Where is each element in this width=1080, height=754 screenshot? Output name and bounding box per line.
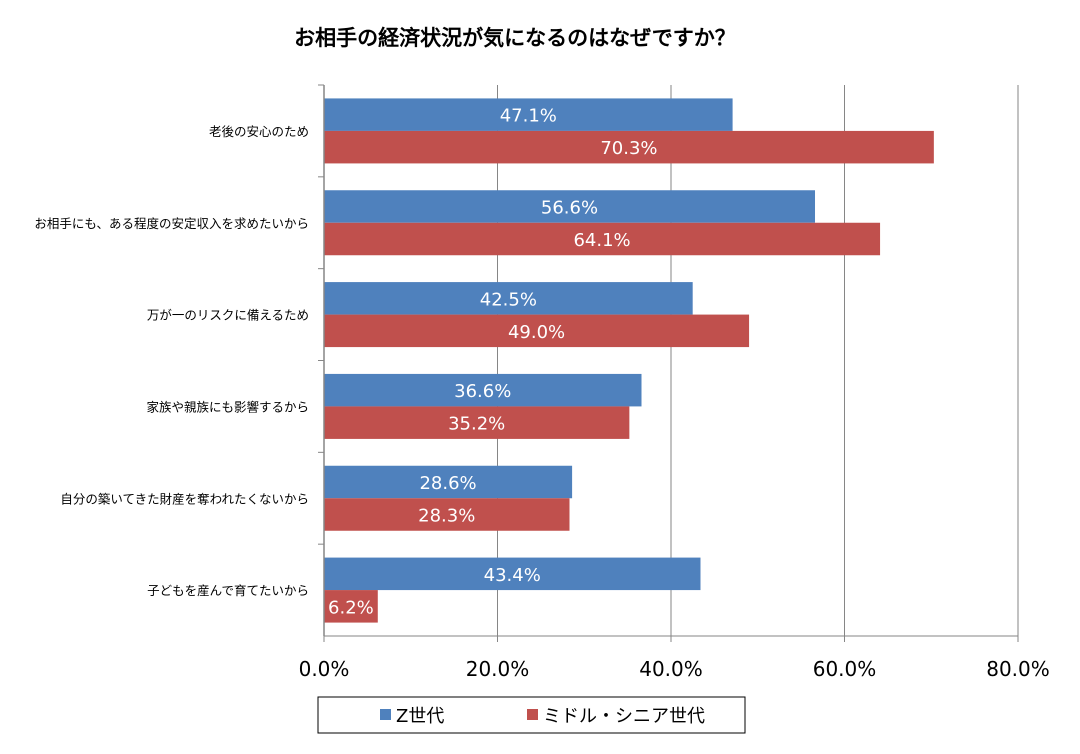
- data-label: 70.3%: [600, 138, 657, 159]
- data-label: 56.6%: [541, 198, 598, 219]
- x-tick-label: 0.0%: [299, 657, 350, 681]
- x-tick-label: 60.0%: [813, 657, 877, 681]
- bar-z-gen: [324, 465, 573, 499]
- bar-z-gen: [324, 373, 642, 407]
- bar-z-gen: [324, 282, 693, 315]
- data-label: 47.1%: [500, 106, 557, 127]
- legend-label: Z世代: [396, 706, 444, 727]
- category-label: 自分の築いてきた財産を奪われたくないから: [60, 491, 309, 506]
- category-label: 子どもを産んで育てたいから: [147, 583, 309, 598]
- bar-middle-senior: [324, 130, 934, 164]
- legend-swatch: [527, 709, 538, 720]
- x-tick-label: 80.0%: [986, 657, 1050, 681]
- bar-z-gen: [324, 557, 701, 591]
- category-label: 家族や親族にも影響するから: [146, 399, 309, 414]
- x-tick-label: 20.0%: [466, 657, 530, 681]
- data-label: 43.4%: [484, 565, 541, 586]
- bar-z-gen: [324, 190, 816, 223]
- data-label: 28.6%: [419, 473, 476, 494]
- bar-middle-senior: [324, 498, 570, 531]
- bar-middle-senior: [324, 590, 378, 623]
- bar-middle-senior: [324, 314, 750, 348]
- category-label: 老後の安心のため: [209, 124, 309, 139]
- data-label: 42.5%: [480, 289, 537, 310]
- data-label: 36.6%: [454, 381, 511, 402]
- data-label: 64.1%: [573, 230, 630, 251]
- data-label: 35.2%: [448, 414, 505, 435]
- category-label: お相手にも、ある程度の安定収入を求めたいから: [34, 216, 309, 231]
- data-label: 49.0%: [508, 322, 565, 343]
- legend-swatch: [380, 709, 391, 720]
- bar-middle-senior: [324, 222, 881, 256]
- data-label: 28.3%: [418, 506, 475, 527]
- x-tick-label: 40.0%: [639, 657, 703, 681]
- chart-title: お相手の経済状況が気になるのはなぜですか？: [294, 26, 736, 50]
- data-label: 6.2%: [328, 597, 374, 618]
- bar-middle-senior: [324, 406, 630, 439]
- bar-z-gen: [324, 98, 733, 131]
- legend-label: ミドル・シニア世代: [543, 706, 705, 727]
- category-label: 万が一のリスクに備えるため: [147, 308, 309, 323]
